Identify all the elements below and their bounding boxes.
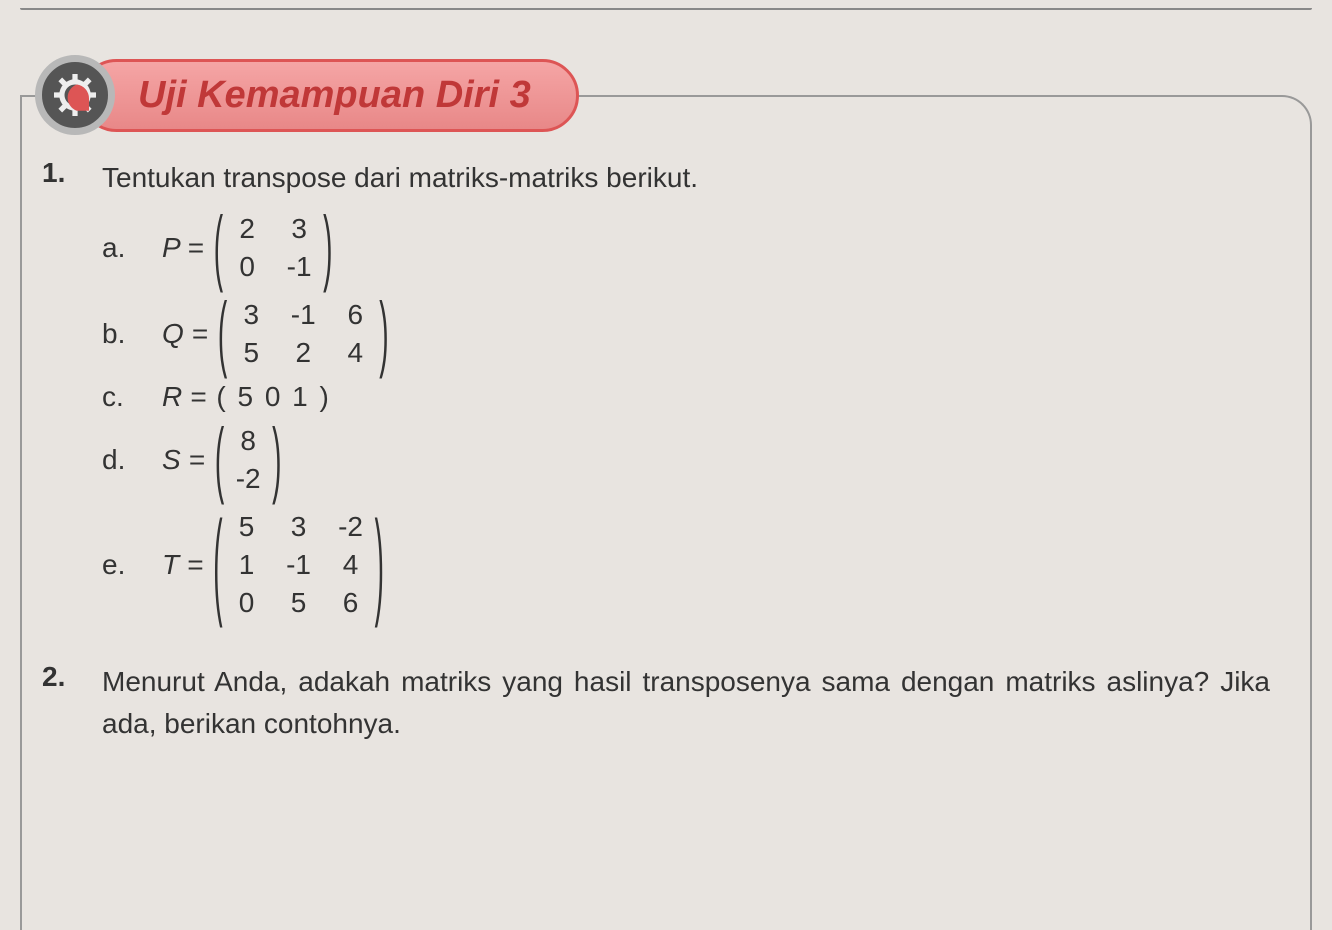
q1b-var: Q = bbox=[162, 318, 208, 350]
question-2: 2. Menurut Anda, adakah matriks yang has… bbox=[42, 661, 1270, 755]
q1d-label: d. bbox=[102, 444, 132, 476]
matrix-cell: -1 bbox=[285, 251, 313, 283]
left-paren-icon: ( bbox=[215, 412, 224, 508]
q1-item-e: e. T = ( 5 3 -2 1 -1 4 bbox=[102, 507, 1270, 623]
q1-item-c: c. R = ( 5 0 1 ) bbox=[102, 381, 1270, 413]
q1e-matrix: ( 5 3 -2 1 -1 4 0 5 6 bbox=[213, 507, 384, 623]
q1d-grid: 8 -2 bbox=[224, 421, 272, 499]
q1e-label: e. bbox=[102, 549, 132, 581]
left-paren-icon: ( bbox=[214, 200, 223, 296]
q1d-matrix: ( 8 -2 ) bbox=[215, 421, 282, 499]
right-paren-icon: ) bbox=[323, 200, 332, 296]
q1-text: Tentukan transpose dari matriks-matriks … bbox=[102, 157, 1270, 199]
q1b-label: b. bbox=[102, 318, 132, 350]
content-area: 1. Tentukan transpose dari matriks-matri… bbox=[22, 157, 1310, 755]
section-title: Uji Kemampuan Diri 3 bbox=[138, 74, 531, 117]
matrix-cell: -2 bbox=[234, 463, 262, 495]
matrix-cell: 6 bbox=[337, 587, 365, 619]
matrix-cell: 2 bbox=[233, 213, 261, 245]
q1a-var: P = bbox=[162, 232, 204, 264]
q1-item-b: b. Q = ( 3 -1 6 5 2 4 bbox=[102, 295, 1270, 373]
matrix-cell: 4 bbox=[337, 549, 365, 581]
page-top-rule bbox=[20, 8, 1312, 10]
q1c-expression: R = ( 5 0 1 ) bbox=[162, 381, 331, 413]
q1e-expression: T = ( 5 3 -2 1 -1 4 0 5 bbox=[162, 507, 384, 623]
left-paren-icon: ( bbox=[218, 286, 227, 382]
matrix-cell: 1 bbox=[233, 549, 261, 581]
q1d-expression: S = ( 8 -2 ) bbox=[162, 421, 281, 499]
section-header: Uji Kemampuan Diri 3 bbox=[35, 55, 579, 135]
matrix-cell: 6 bbox=[341, 299, 369, 331]
matrix-cell: 5 bbox=[285, 587, 313, 619]
q1-item-a: a. P = ( 2 3 0 -1 ) bbox=[102, 209, 1270, 287]
right-paren-icon: ) bbox=[379, 286, 388, 382]
matrix-cell: 2 bbox=[289, 337, 317, 369]
matrix-cell: -1 bbox=[285, 549, 313, 581]
q1a-label: a. bbox=[102, 232, 132, 264]
gear-head-icon bbox=[35, 55, 115, 135]
matrix-cell: 8 bbox=[234, 425, 262, 457]
q1e-var: T = bbox=[162, 549, 203, 581]
q1-body: Tentukan transpose dari matriks-matriks … bbox=[102, 157, 1270, 631]
right-paren-icon: ) bbox=[272, 412, 281, 508]
q2-number: 2. bbox=[42, 661, 77, 755]
q1-item-d: d. S = ( 8 -2 ) bbox=[102, 421, 1270, 499]
q1-number: 1. bbox=[42, 157, 77, 631]
left-paren-icon: ( bbox=[213, 498, 222, 632]
q1b-matrix: ( 3 -1 6 5 2 4 ) bbox=[218, 295, 389, 373]
q1c-var: R = bbox=[162, 381, 206, 413]
matrix-cell: 3 bbox=[237, 299, 265, 331]
q1a-matrix: ( 2 3 0 -1 ) bbox=[214, 209, 333, 287]
content-frame: 1. Tentukan transpose dari matriks-matri… bbox=[20, 95, 1312, 930]
q1b-grid: 3 -1 6 5 2 4 bbox=[227, 295, 379, 373]
q1e-grid: 5 3 -2 1 -1 4 0 5 6 bbox=[223, 507, 375, 623]
q2-text: Menurut Anda, adakah matriks yang hasil … bbox=[102, 661, 1270, 745]
matrix-cell: 5 bbox=[233, 511, 261, 543]
q1d-var: S = bbox=[162, 444, 205, 476]
matrix-cell: -2 bbox=[337, 511, 365, 543]
question-1: 1. Tentukan transpose dari matriks-matri… bbox=[42, 157, 1270, 631]
matrix-cell: 5 bbox=[237, 337, 265, 369]
q1a-grid: 2 3 0 -1 bbox=[223, 209, 323, 287]
matrix-cell: 0 bbox=[233, 587, 261, 619]
q1c-row-matrix: ( 5 0 1 ) bbox=[216, 381, 330, 413]
q1a-expression: P = ( 2 3 0 -1 ) bbox=[162, 209, 332, 287]
right-paren-icon: ) bbox=[375, 498, 384, 632]
q1b-expression: Q = ( 3 -1 6 5 2 4 ) bbox=[162, 295, 389, 373]
matrix-cell: -1 bbox=[289, 299, 317, 331]
title-pill: Uji Kemampuan Diri 3 bbox=[80, 59, 579, 132]
matrix-cell: 3 bbox=[285, 511, 313, 543]
matrix-cell: 0 bbox=[233, 251, 261, 283]
matrix-cell: 4 bbox=[341, 337, 369, 369]
q1c-label: c. bbox=[102, 381, 132, 413]
matrix-cell: 3 bbox=[285, 213, 313, 245]
q2-body: Menurut Anda, adakah matriks yang hasil … bbox=[102, 661, 1270, 755]
